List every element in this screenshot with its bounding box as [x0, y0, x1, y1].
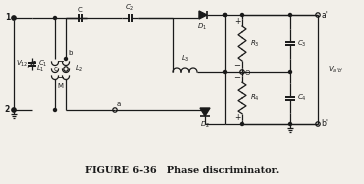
Polygon shape [199, 11, 207, 19]
Text: +: + [234, 17, 240, 26]
Text: $L_2$: $L_2$ [75, 64, 84, 74]
Text: −: − [233, 61, 241, 70]
Circle shape [289, 123, 292, 125]
Circle shape [12, 17, 16, 20]
Text: 2: 2 [5, 105, 10, 114]
Text: M: M [58, 83, 63, 89]
Circle shape [223, 13, 226, 17]
Text: $C_3$: $C_3$ [297, 38, 306, 49]
Text: $R_3$: $R_3$ [250, 38, 260, 49]
Text: $L_1$: $L_1$ [36, 64, 45, 74]
Text: −: − [233, 73, 241, 82]
Circle shape [64, 57, 67, 61]
Text: $V_{12}$: $V_{12}$ [16, 59, 28, 69]
Circle shape [289, 70, 292, 73]
Text: $C_2$: $C_2$ [125, 3, 135, 13]
Text: $R_4$: $R_4$ [250, 93, 260, 103]
Circle shape [54, 17, 56, 20]
Text: $D_2$: $D_2$ [200, 120, 210, 130]
Text: 1: 1 [5, 13, 10, 22]
Circle shape [289, 13, 292, 17]
Text: c: c [54, 66, 58, 72]
Text: $L_3$: $L_3$ [181, 54, 189, 64]
Circle shape [223, 13, 226, 17]
Circle shape [12, 109, 16, 112]
Circle shape [241, 123, 244, 125]
Text: b: b [68, 50, 72, 56]
Text: +: + [234, 114, 240, 123]
Text: C: C [78, 7, 82, 13]
Circle shape [241, 13, 244, 17]
Text: FIGURE 6-36   Phase discriminator.: FIGURE 6-36 Phase discriminator. [85, 166, 279, 175]
Text: $C_1$: $C_1$ [38, 59, 48, 69]
Circle shape [223, 70, 226, 73]
Text: $C_4$: $C_4$ [297, 93, 307, 103]
Text: O: O [245, 70, 250, 76]
Text: b': b' [321, 119, 328, 128]
Polygon shape [200, 108, 210, 116]
Text: $D_1$: $D_1$ [197, 22, 207, 32]
Text: $V_{a'b'}$: $V_{a'b'}$ [328, 64, 343, 75]
Text: a': a' [321, 10, 328, 20]
Text: a: a [117, 101, 121, 107]
Circle shape [54, 109, 56, 112]
